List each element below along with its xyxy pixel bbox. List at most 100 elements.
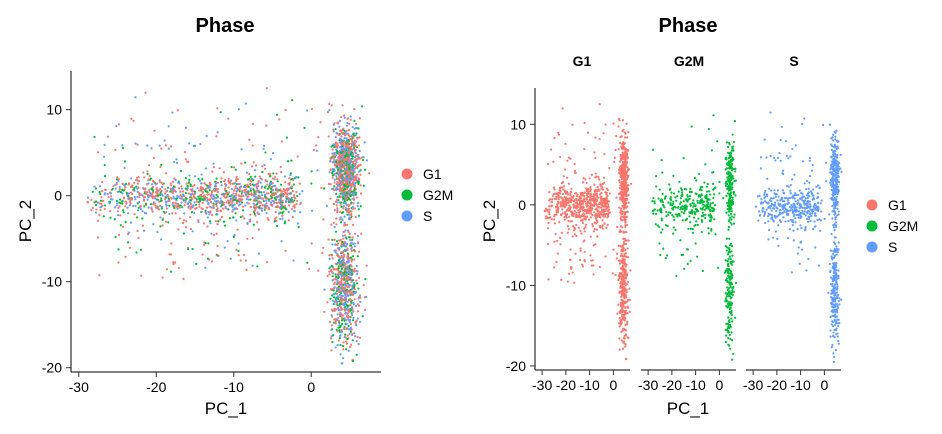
point-g1	[336, 243, 339, 246]
point-g1	[344, 145, 348, 148]
point-g2m	[346, 192, 349, 195]
point-g2m	[226, 193, 230, 196]
point-g1	[563, 215, 566, 219]
point-g2m	[354, 193, 357, 196]
point-s	[335, 148, 338, 151]
point-g1	[156, 192, 159, 195]
point-s	[347, 294, 350, 297]
point-g1	[351, 207, 354, 210]
point-g1	[593, 214, 596, 217]
point-g1	[350, 142, 353, 145]
point-g1	[588, 177, 591, 180]
point-g1	[253, 209, 256, 212]
point-g2m	[247, 190, 250, 193]
point-g1	[618, 337, 621, 340]
point-g1	[605, 201, 608, 204]
point-g1	[581, 209, 584, 212]
point-s	[332, 160, 336, 163]
point-g1	[628, 310, 631, 313]
point-g2m	[688, 195, 692, 198]
point-g1	[257, 179, 260, 183]
point-s	[134, 198, 137, 201]
point-g1	[201, 191, 205, 194]
point-g2m	[260, 191, 263, 194]
point-g2m	[346, 252, 350, 255]
point-g1	[553, 188, 556, 191]
point-g2m	[172, 185, 176, 188]
point-g1	[616, 312, 619, 315]
point-g1	[115, 183, 118, 186]
point-g1	[143, 176, 146, 179]
point-g1	[227, 117, 230, 120]
x-tick-label: -20	[146, 379, 166, 395]
point-g1	[239, 195, 243, 198]
point-s	[292, 259, 295, 262]
point-g2m	[682, 157, 685, 160]
point-g2m	[689, 191, 692, 194]
point-g2m	[675, 199, 678, 202]
point-s	[272, 184, 275, 188]
point-g2m	[657, 197, 660, 200]
point-g1	[152, 156, 155, 160]
point-s	[184, 199, 187, 202]
point-g1	[596, 185, 599, 189]
point-g1	[602, 176, 606, 179]
point-g1	[359, 192, 363, 195]
point-g2m	[727, 316, 730, 319]
point-g1	[330, 349, 333, 352]
point-g1	[199, 185, 203, 189]
point-g1	[581, 193, 584, 196]
point-g2m	[289, 198, 293, 201]
point-s	[275, 196, 278, 199]
point-g2m	[346, 282, 350, 285]
point-g2m	[160, 207, 163, 210]
point-s	[117, 213, 120, 217]
point-g1	[553, 240, 556, 243]
point-s	[357, 170, 360, 173]
point-g1	[356, 241, 360, 244]
point-s	[344, 319, 348, 322]
point-g2m	[725, 322, 728, 325]
point-s	[111, 198, 114, 201]
point-g1	[622, 260, 625, 263]
point-g1	[334, 319, 337, 323]
point-s	[129, 221, 132, 224]
point-s	[175, 158, 178, 161]
point-g1	[593, 227, 596, 231]
point-g1	[317, 269, 320, 272]
point-g1	[624, 293, 627, 296]
point-g1	[320, 186, 323, 190]
point-g2m	[352, 173, 355, 176]
point-g1	[144, 187, 147, 191]
point-g1	[210, 214, 214, 217]
point-g1	[621, 329, 624, 332]
point-g1	[590, 197, 593, 200]
point-g2m	[664, 257, 667, 260]
point-s	[104, 192, 107, 195]
point-g2m	[728, 272, 731, 275]
point-g1	[208, 183, 212, 187]
point-g1	[256, 221, 259, 224]
point-s	[333, 286, 336, 289]
point-g1	[332, 128, 335, 131]
point-g1	[625, 274, 628, 277]
point-g1	[253, 204, 257, 207]
point-s	[273, 201, 276, 204]
point-g2m	[680, 253, 683, 257]
point-g2m	[197, 195, 200, 198]
point-g1	[339, 204, 342, 207]
point-g2m	[724, 156, 728, 159]
point-g1	[625, 148, 628, 151]
point-g1	[254, 191, 257, 194]
point-g1	[154, 191, 157, 194]
point-g1	[346, 159, 349, 162]
point-g2m	[195, 262, 198, 265]
point-g1	[620, 215, 623, 218]
point-g1	[557, 198, 560, 201]
point-g1	[184, 226, 188, 229]
point-g1	[350, 212, 353, 216]
point-g1	[342, 182, 345, 185]
point-g1	[190, 206, 193, 209]
point-g1	[227, 177, 230, 180]
point-g2m	[692, 205, 695, 208]
